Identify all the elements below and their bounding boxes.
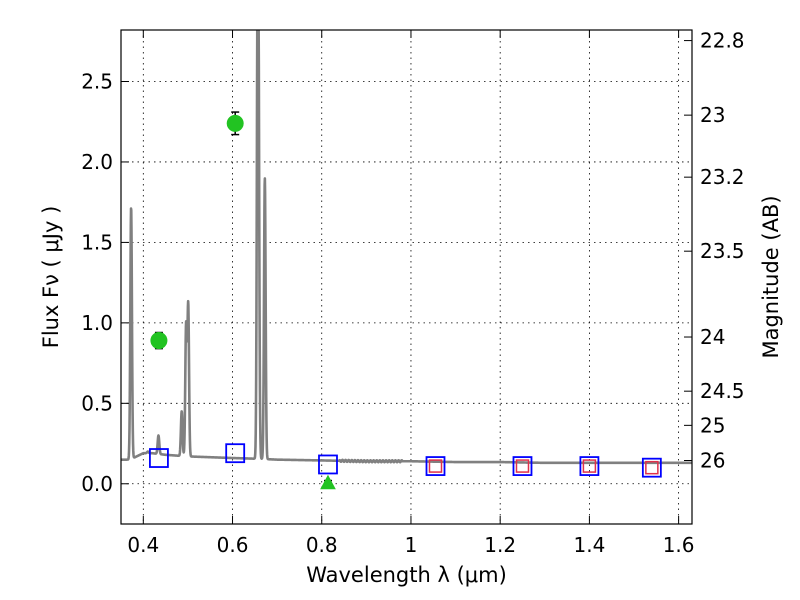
mag-tick-label: 23	[700, 103, 725, 127]
y-axis-label: Flux Fν ( μJy )	[39, 206, 63, 349]
model-flux-square	[579, 456, 600, 476]
x-tick-label: 1	[405, 533, 418, 557]
y-tick-label: 0.0	[81, 472, 113, 496]
y-tick-label: 1.0	[81, 311, 113, 335]
y2-axis-label: Magnitude (AB)	[759, 195, 783, 358]
grid	[121, 30, 692, 524]
model-flux-ir-square	[645, 460, 659, 475]
mag-tick-label: 24.5	[700, 379, 745, 403]
y-tick-label: 0.5	[81, 391, 113, 415]
spectrum-line	[121, 30, 692, 465]
model-flux-square	[225, 443, 246, 464]
x-tick-label: 1.2	[484, 533, 516, 557]
mag-tick-label: 23.5	[700, 239, 745, 263]
data-markers	[149, 111, 662, 490]
model-flux-square	[512, 456, 533, 476]
observed-limit-point	[320, 474, 336, 490]
y-tick-label: 2.0	[81, 150, 113, 174]
x-axis-label: Wavelength λ (μm)	[306, 563, 507, 587]
observed-flux-point	[226, 114, 244, 132]
y-tick-label: 1.5	[81, 230, 113, 254]
model-spectrum	[121, 30, 692, 465]
plot-frame	[120, 29, 693, 525]
mag-tick-label: 26	[700, 449, 725, 473]
model-flux-ir-square	[515, 459, 530, 473]
model-flux-square	[149, 448, 169, 468]
x-tick-label: 1.6	[663, 533, 695, 557]
model-flux-ir-square	[428, 459, 443, 473]
x-tick-label: 0.6	[217, 533, 249, 557]
model-flux-square	[641, 457, 662, 478]
mag-tick-label: 24	[700, 325, 725, 349]
x-tick-label: 0.8	[306, 533, 338, 557]
mag-tick-label: 22.8	[700, 29, 745, 53]
model-flux-square	[425, 456, 446, 476]
model-flux-square	[318, 454, 338, 475]
y-tick-label: 2.5	[81, 69, 113, 93]
x-tick-label: 1.4	[573, 533, 605, 557]
x-tick-label: 0.4	[127, 533, 159, 557]
observed-flux-point	[150, 332, 168, 350]
mag-tick-label: 23.2	[700, 165, 745, 189]
axis-ticks: 0.4 0.6 0.8 1 1.2 1.4 1.6 0.0 0.5 1.0 1.5 2.0 2.5 22.…	[81, 29, 744, 557]
model-flux-ir-square	[582, 459, 597, 473]
mag-tick-label: 25	[700, 413, 725, 437]
